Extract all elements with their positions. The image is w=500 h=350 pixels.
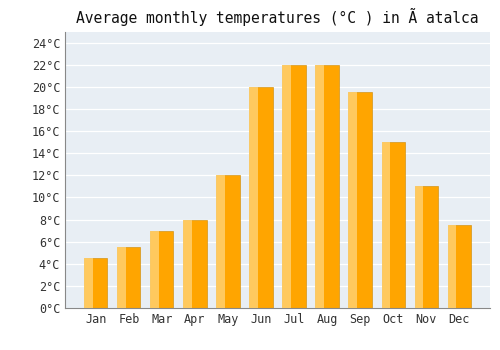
Bar: [282, 65, 306, 308]
Bar: [382, 142, 390, 308]
Bar: [316, 65, 338, 308]
Bar: [184, 219, 206, 308]
Bar: [184, 219, 192, 308]
Bar: [250, 87, 272, 308]
Bar: [316, 65, 324, 308]
Bar: [348, 92, 372, 308]
Bar: [414, 186, 424, 308]
Bar: [84, 258, 108, 308]
Bar: [118, 247, 141, 308]
Bar: [382, 142, 404, 308]
Bar: [282, 65, 291, 308]
Bar: [150, 231, 174, 308]
Bar: [118, 247, 126, 308]
Title: Average monthly temperatures (°C ) in Ã atalca: Average monthly temperatures (°C ) in Ã …: [76, 8, 479, 26]
Bar: [448, 225, 456, 308]
Bar: [216, 175, 225, 308]
Bar: [216, 175, 240, 308]
Bar: [84, 258, 93, 308]
Bar: [250, 87, 258, 308]
Bar: [348, 92, 358, 308]
Bar: [448, 225, 470, 308]
Bar: [150, 231, 159, 308]
Bar: [414, 186, 438, 308]
